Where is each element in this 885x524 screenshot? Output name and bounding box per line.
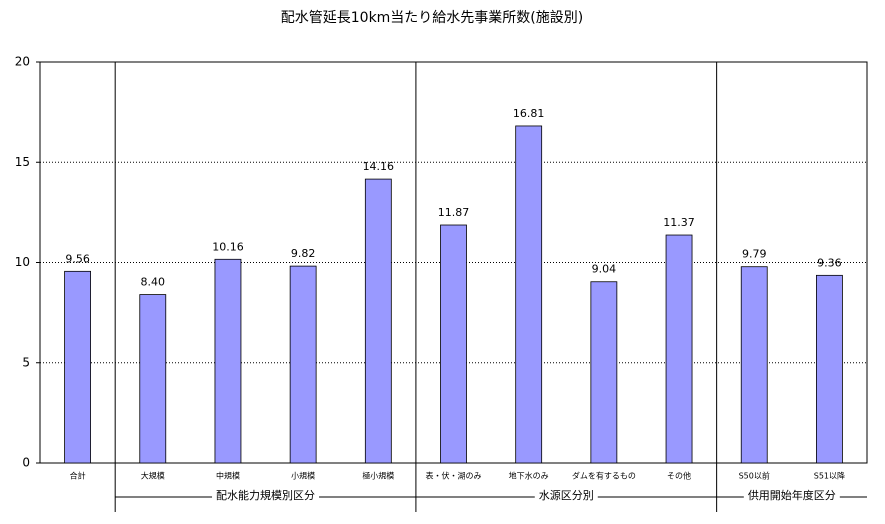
group-label: 水源区分別 [539,488,594,502]
y-tick-label: 20 [15,55,30,69]
x-tick-label: 中規模 [216,471,240,481]
value-label: 9.79 [742,248,767,261]
x-tick-label: ダムを有するもの [572,471,636,481]
value-label: 9.04 [592,263,617,276]
x-tick-label: 極小規模 [362,471,394,481]
x-tick-label: 表・伏・湖のみ [426,471,482,481]
x-tick-label: 合計 [70,471,86,481]
value-label: 16.81 [513,107,545,120]
x-tick-label: 小規模 [291,471,315,481]
value-label: 9.36 [817,256,842,269]
bar [515,125,543,464]
bar [740,266,768,464]
bar [214,258,242,464]
value-label: 10.16 [212,240,244,253]
x-tick-label: その他 [667,471,691,481]
group-label: 供用開始年度区分 [748,488,836,502]
x-tick-label: S51以降 [814,471,845,481]
chart-title: 配水管延長10km当たり給水先事業所数(施設別) [281,10,583,26]
value-label: 14.16 [363,160,395,173]
group-label: 配水能力規模別区分 [216,488,315,502]
bar [440,224,467,464]
group-label-bg [743,489,840,503]
bar [665,234,693,464]
value-label: 11.87 [438,206,470,219]
bar [139,294,167,464]
y-tick-label: 5 [22,355,30,369]
value-label: 9.56 [65,252,90,265]
value-label: 9.82 [291,247,316,260]
value-label: 11.37 [663,216,695,229]
bar [364,178,392,464]
value-label: 8.40 [141,276,166,289]
y-tick-label: 0 [22,456,30,470]
group-label-bg [212,489,320,503]
bar [590,281,618,464]
x-tick-label: 地下水のみ [509,471,549,481]
bar [64,270,91,464]
y-tick-label: 10 [15,255,30,269]
bar [816,274,843,464]
bar [289,265,317,464]
group-label-bg [534,489,598,503]
x-tick-label: 大規模 [141,471,165,481]
x-tick-label: S50以前 [739,471,770,481]
y-tick-label: 15 [15,155,30,169]
